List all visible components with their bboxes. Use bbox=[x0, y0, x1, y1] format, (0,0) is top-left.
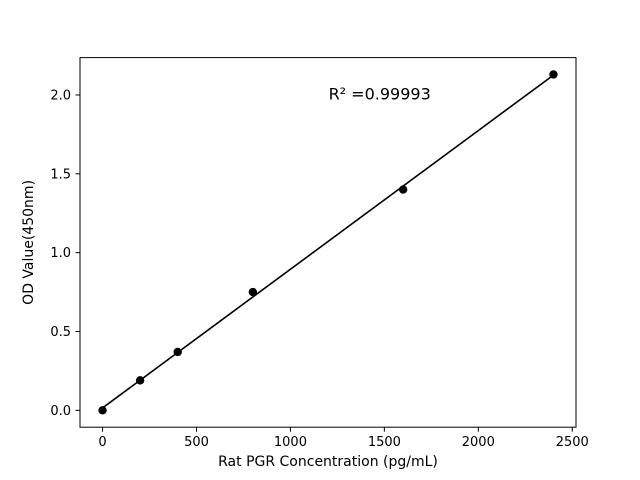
y-tick-label: 1.5 bbox=[50, 167, 71, 182]
data-point bbox=[549, 70, 558, 79]
x-tick-label: 2000 bbox=[462, 435, 495, 450]
y-tick-label: 1.0 bbox=[50, 246, 71, 261]
axes-spines bbox=[79, 57, 577, 428]
y-axis-label: OD Value(450nm) bbox=[21, 180, 37, 305]
x-tick-label: 500 bbox=[184, 435, 209, 450]
y-tick-label: 0.0 bbox=[50, 404, 71, 419]
y-tick-label: 2.0 bbox=[50, 88, 71, 103]
data-point bbox=[98, 406, 107, 415]
x-tick-label: 1500 bbox=[368, 435, 401, 450]
data-point bbox=[398, 185, 408, 194]
x-tick-label: 1000 bbox=[274, 435, 307, 450]
x-tick-label: 2500 bbox=[556, 435, 589, 450]
x-axis-label: Rat PGR Concentration (pg/mL) bbox=[218, 454, 438, 470]
data-point bbox=[248, 287, 258, 297]
y-tick-label: 0.5 bbox=[50, 325, 71, 340]
x-tick-label: 0 bbox=[98, 435, 106, 450]
data-point bbox=[135, 376, 145, 385]
r-squared-annotation: R² =0.99993 bbox=[329, 85, 431, 104]
data-point bbox=[173, 347, 182, 357]
